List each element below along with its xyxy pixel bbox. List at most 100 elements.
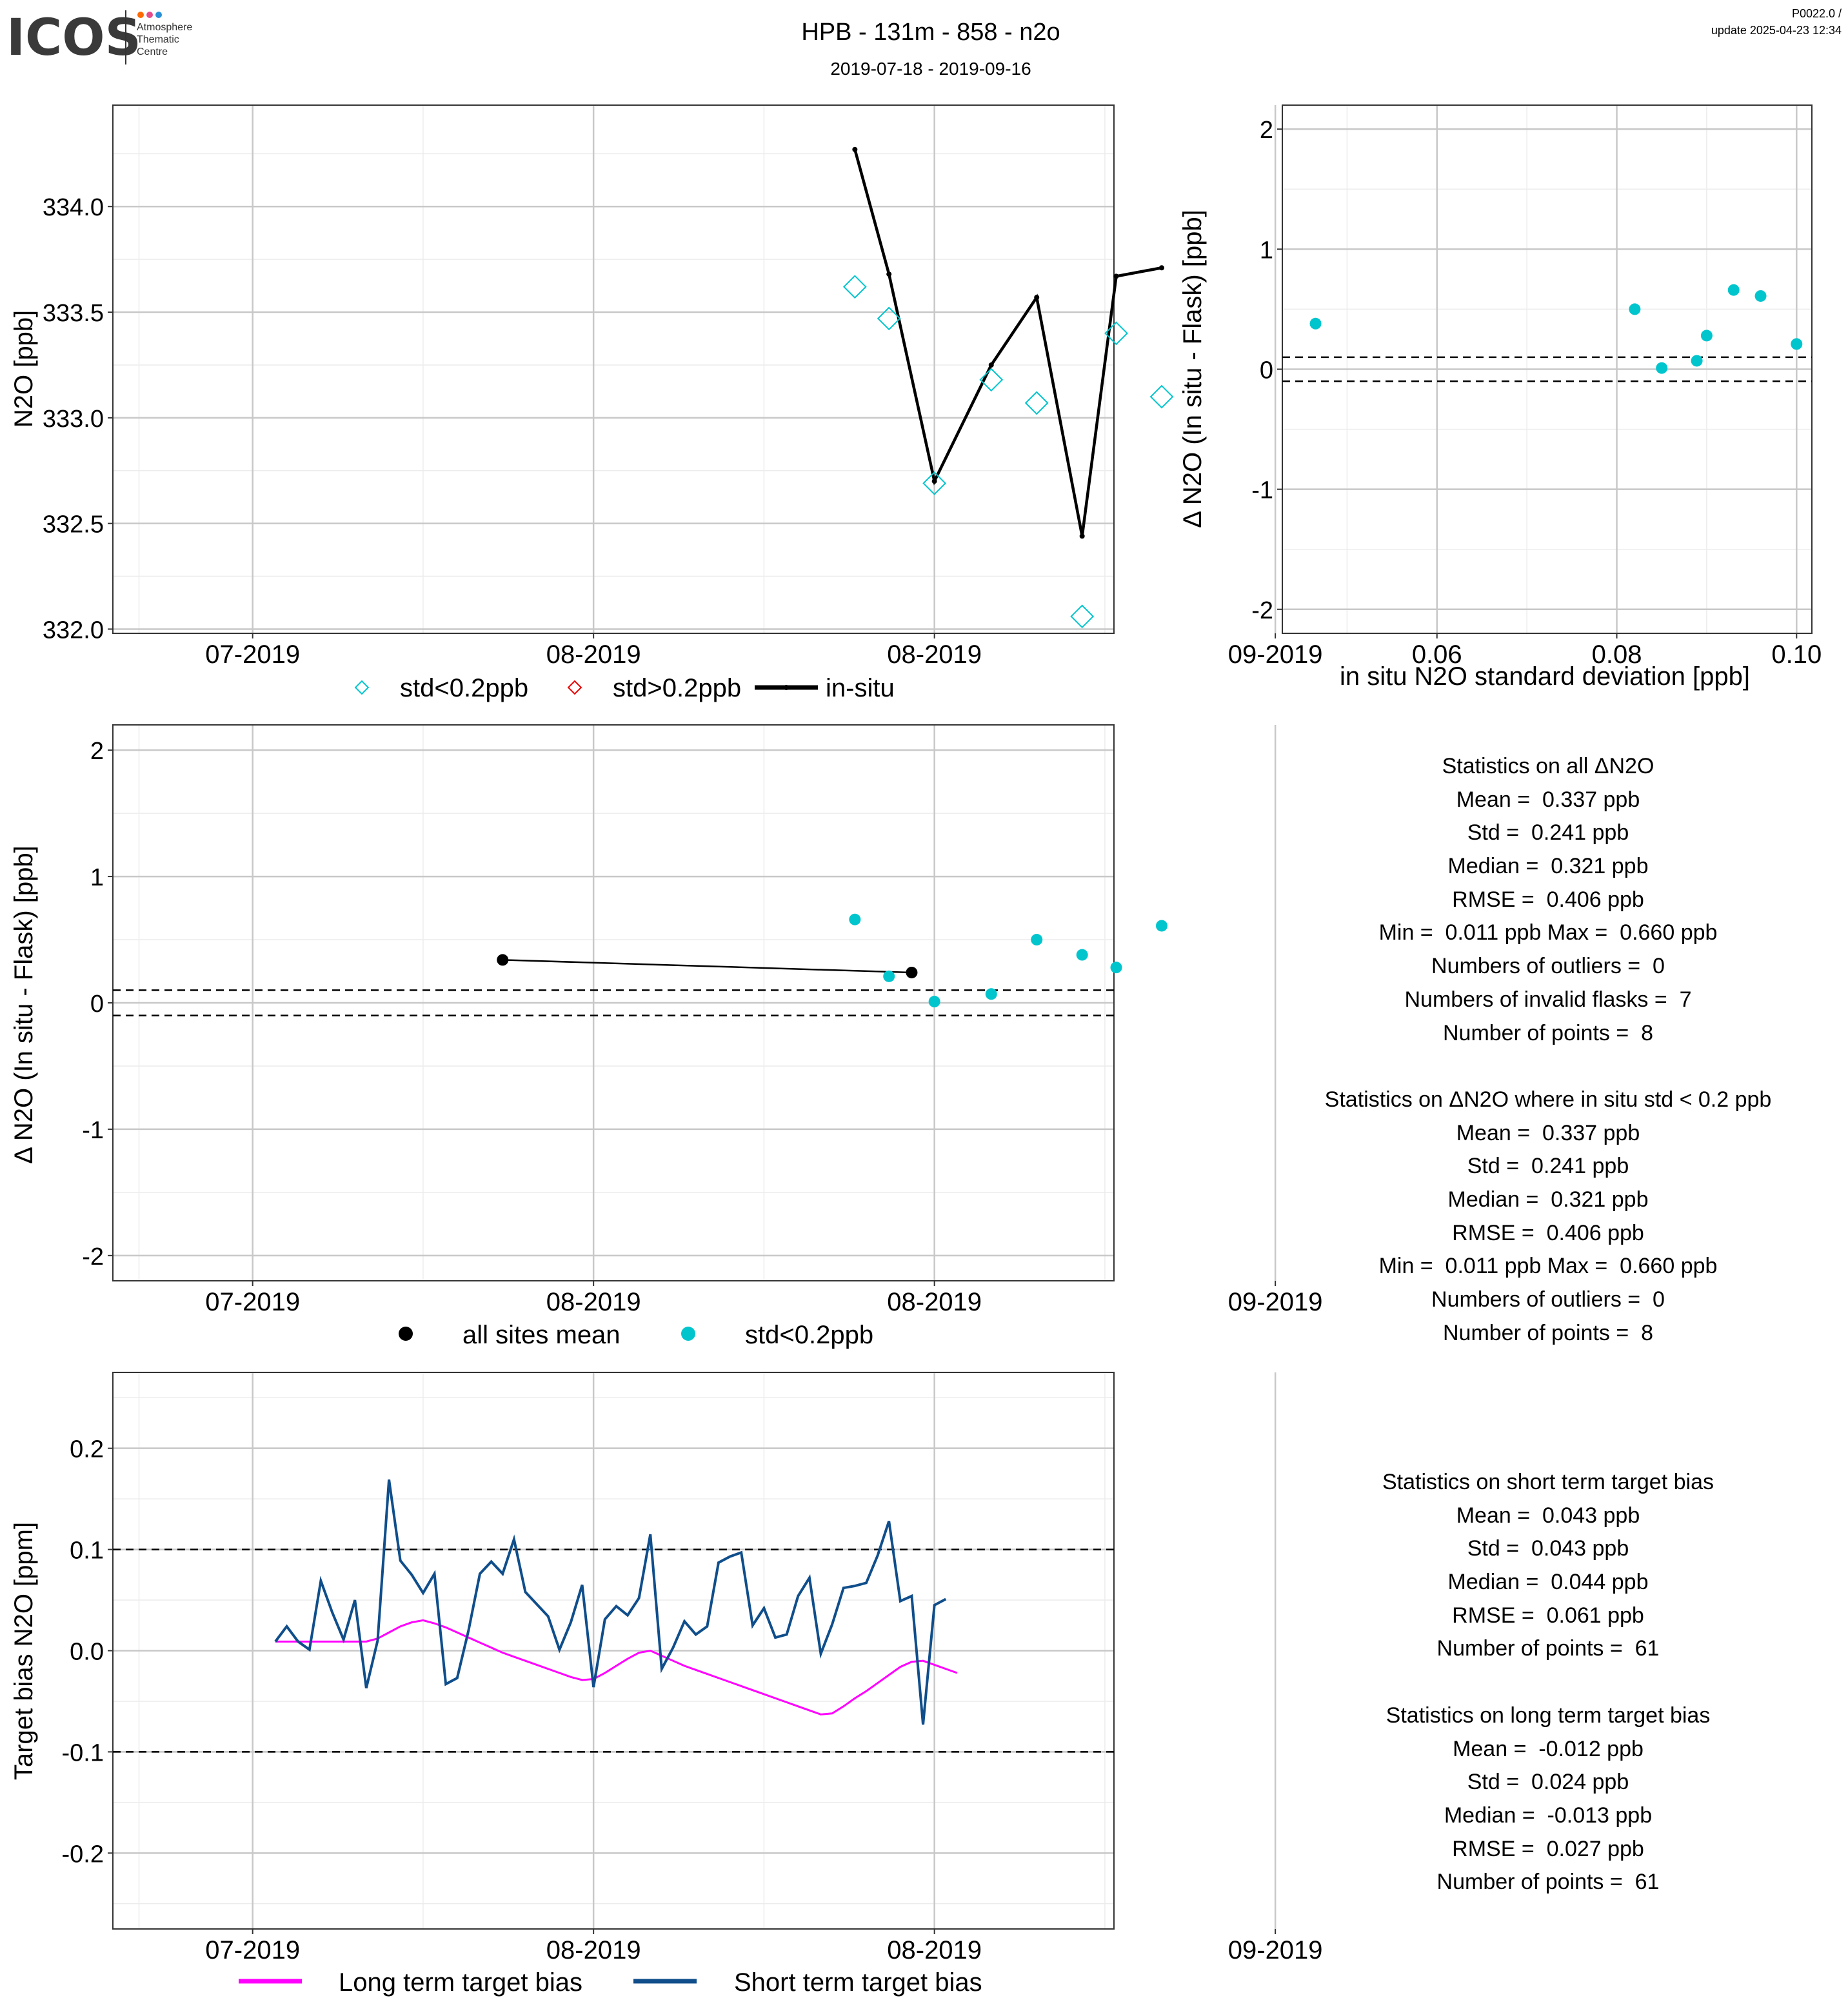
- delta-point: [1656, 362, 1668, 374]
- stats-heading: Statistics on ΔN2O where in situ std < 0…: [1324, 1087, 1772, 1112]
- y-axis-label: N2O [ppb]: [10, 310, 38, 428]
- stats-line: RMSE = 0.061 ppb: [1452, 1603, 1644, 1628]
- insitu-point: [886, 272, 892, 277]
- delta-point: [1691, 355, 1703, 367]
- logo-wordmark: ICOS: [6, 9, 141, 67]
- x-tick-label: 08-2019: [887, 1288, 982, 1316]
- insitu-point: [988, 362, 994, 368]
- x-tick-label: 08-2019: [887, 1936, 982, 1964]
- stats-line: Min = 0.011 ppb Max = 0.660 ppb: [1378, 1254, 1718, 1279]
- delta-point: [1309, 317, 1322, 330]
- version-label: P0022.0 /: [1792, 7, 1842, 20]
- logo-subtitle-line: Atmosphere: [137, 22, 192, 33]
- x-tick-label: 0.08: [1592, 640, 1642, 669]
- x-tick-label: 08-2019: [887, 640, 982, 669]
- insitu-point: [1113, 273, 1119, 279]
- delta-point: [1791, 338, 1803, 350]
- stats-line: Std = 0.043 ppb: [1467, 1536, 1629, 1561]
- flask-diamond: [842, 275, 867, 299]
- x-tick-label: 09-2019: [1228, 1288, 1323, 1316]
- x-tick-label: 08-2019: [546, 1936, 641, 1964]
- y-tick-label: -2: [82, 1243, 104, 1270]
- delta-point: [1031, 934, 1043, 946]
- logo-subtitle-line: Centre: [137, 46, 168, 57]
- delta-point: [1076, 949, 1088, 961]
- stats-heading: Statistics on all ΔN2O: [1442, 754, 1654, 778]
- y-tick-label: 332.0: [43, 617, 104, 644]
- target-bias-panel: -0.2 -0.1 0.0 0.1 0.2 07-2019 08-2019 08-2019 09…: [10, 1372, 1323, 1997]
- legend-label: std>0.2ppb: [613, 674, 741, 702]
- x-tick-label: 0.10: [1771, 640, 1822, 669]
- y-axis-label: Δ N2O (In situ - Flask) [ppb]: [10, 845, 38, 1164]
- flask-diamond: [1149, 384, 1174, 409]
- page-title: HPB - 131m - 858 - n2o: [801, 19, 1060, 46]
- delta-point: [1727, 284, 1740, 296]
- stats-delta-all: Statistics on all ΔN2O Mean = 0.337 ppb …: [1284, 750, 1813, 1050]
- delta-point: [1700, 330, 1713, 342]
- delta-point: [985, 988, 997, 1000]
- timeseries-panel: 332.0 332.5 333.0 333.5 334.0 07-2019 08-2019 0…: [10, 104, 1323, 702]
- legend-marker-std-low: [681, 1327, 695, 1341]
- y-tick-label: 0: [90, 991, 104, 1018]
- stats-line: Number of points = 8: [1442, 1320, 1653, 1345]
- stats-line: Median = -0.013 ppb: [1444, 1803, 1653, 1828]
- x-tick-label: 08-2019: [546, 1288, 641, 1316]
- all-sites-mean-line: [502, 959, 912, 974]
- stats-line: Median = 0.044 ppb: [1447, 1570, 1649, 1595]
- flask-diamond: [979, 368, 1004, 392]
- delta-point: [1155, 920, 1167, 932]
- update-label: update 2025-04-23 12:34: [1711, 24, 1842, 37]
- insitu-point: [931, 479, 937, 484]
- insitu-point: [1034, 295, 1040, 301]
- flask-diamond: [1070, 604, 1095, 629]
- y-tick-label: 334.0: [43, 194, 104, 221]
- y-tick-label: 332.5: [43, 511, 104, 539]
- delta-timeseries-panel: -2 -1 0 1 2 07-2019 08-2019 08-2019 09-2019 Δ N2…: [10, 724, 1323, 1349]
- icos-logo: ICOS Atmosphere Thematic Centre: [6, 9, 192, 67]
- flask-diamond: [1024, 391, 1049, 415]
- stats-line: Std = 0.241 ppb: [1467, 820, 1629, 845]
- insitu-point: [1158, 265, 1164, 271]
- legend-label: Short term target bias: [734, 1968, 982, 1997]
- legend: all sites mean std<0.2ppb: [399, 1321, 873, 1349]
- y-tick-label: 2: [1260, 117, 1273, 144]
- date-range: 2019-07-18 - 2019-09-16: [830, 59, 1031, 79]
- y-tick-label: 2: [90, 738, 104, 765]
- all-sites-mean-point: [906, 966, 918, 978]
- stats-line: Median = 0.321 ppb: [1447, 1187, 1649, 1212]
- stats-long-term: Statistics on long term target bias Mean…: [1284, 1699, 1813, 1899]
- y-tick-label: 0.1: [70, 1537, 104, 1565]
- delta-point: [849, 913, 861, 925]
- y-tick-label: 0.0: [70, 1639, 104, 1666]
- stats-line: Mean = -0.012 ppb: [1453, 1736, 1644, 1761]
- y-tick-label: 333.5: [43, 300, 104, 327]
- legend-label: in-situ: [826, 674, 895, 702]
- delta-vs-std-panel: -2 -1 0 1 2 0.06 0.08 0.10 Δ N2O (In situ - Fla…: [1178, 104, 1822, 691]
- stats-line: Numbers of outliers = 0: [1431, 954, 1665, 979]
- stats-line: RMSE = 0.406 ppb: [1452, 887, 1644, 912]
- legend-label: std<0.2ppb: [400, 674, 528, 702]
- legend-marker-all-sites-mean: [399, 1327, 413, 1341]
- x-tick-label: 07-2019: [205, 1936, 300, 1964]
- plot-frame: [112, 104, 1115, 634]
- delta-point: [1110, 962, 1122, 974]
- y-tick-label: -0.2: [62, 1841, 104, 1868]
- x-tick-label: 07-2019: [205, 640, 300, 669]
- delta-point: [1629, 303, 1641, 315]
- x-tick-label: 07-2019: [205, 1288, 300, 1316]
- stats-heading: Statistics on long term target bias: [1386, 1703, 1711, 1728]
- stats-line: RMSE = 0.027 ppb: [1452, 1836, 1644, 1861]
- stats-line: Numbers of outliers = 0: [1431, 1287, 1665, 1312]
- stats-line: Number of points = 61: [1436, 1636, 1660, 1661]
- stats-line: Number of points = 61: [1436, 1870, 1660, 1895]
- y-tick-label: 0: [1260, 357, 1273, 384]
- y-tick-label: 333.0: [43, 406, 104, 433]
- y-axis-label: Δ N2O (In situ - Flask) [ppb]: [1178, 210, 1207, 528]
- flask-diamond: [1104, 321, 1128, 346]
- y-tick-label: 1: [1260, 237, 1273, 264]
- legend-marker-std-low: [354, 680, 370, 695]
- y-tick-label: -2: [1251, 597, 1273, 624]
- stats-line: Number of points = 8: [1442, 1020, 1653, 1045]
- y-tick-label: -0.1: [62, 1739, 104, 1766]
